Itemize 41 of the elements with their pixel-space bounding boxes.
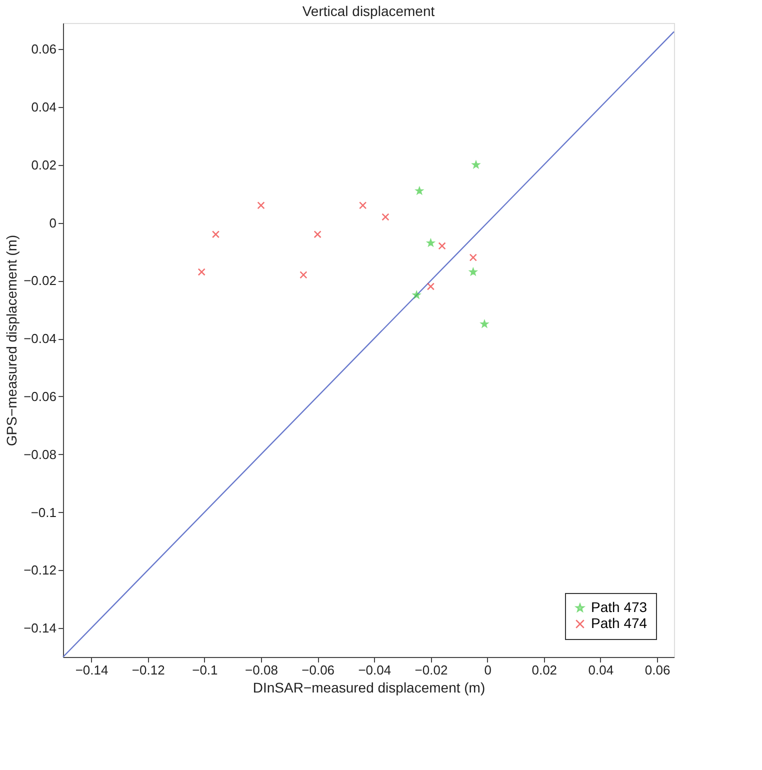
chart-title: Vertical displacement [302,3,435,19]
x-tick-label: −0.02 [414,662,448,678]
point [198,268,206,276]
point [416,187,424,194]
y-tick-label: −0.06 [24,388,56,404]
point [314,230,322,238]
x-axis-title: DInSAR−measured displacement (m) [252,680,486,696]
x-tick-label: 0.04 [588,662,614,678]
y-tick-label: −0.02 [24,273,56,288]
point [212,230,220,238]
x-tick-label: 0.02 [532,662,558,678]
point [469,254,477,262]
y-tick-label: −0.08 [24,446,56,462]
point [359,202,367,210]
x-tick-label: −0.1 [192,662,218,678]
point [426,282,435,290]
point [382,213,390,221]
point [412,291,420,298]
y-tick-label: 0.06 [31,42,56,57]
y-axis-title: GPS−measured displacement (m) [4,234,20,446]
y-tick-label: 0 [49,215,56,230]
y-tick-label: 0.04 [31,99,56,114]
x-tick-label: 0 [484,662,492,678]
y-tick-label: −0.12 [24,562,56,578]
point [480,320,488,328]
legend-label: Path 474 [591,615,648,631]
x-tick-label: −0.04 [358,662,392,678]
point [427,239,434,246]
y-tick-label: −0.04 [24,331,56,346]
point [257,202,265,210]
x-tick-label: −0.14 [75,662,108,678]
x-tick-label: 0.06 [644,662,670,678]
x-tick-label: −0.06 [302,662,335,678]
point [300,271,308,279]
y-tick-label: −0.14 [24,620,56,636]
point [438,242,446,250]
legend-label: Path 473 [591,599,648,615]
x-tick-label: −0.08 [245,662,278,678]
x-tick-label: −0.12 [132,662,165,678]
y-tick-label: 0.02 [31,157,56,172]
y-tick-label: −0.1 [30,504,56,520]
